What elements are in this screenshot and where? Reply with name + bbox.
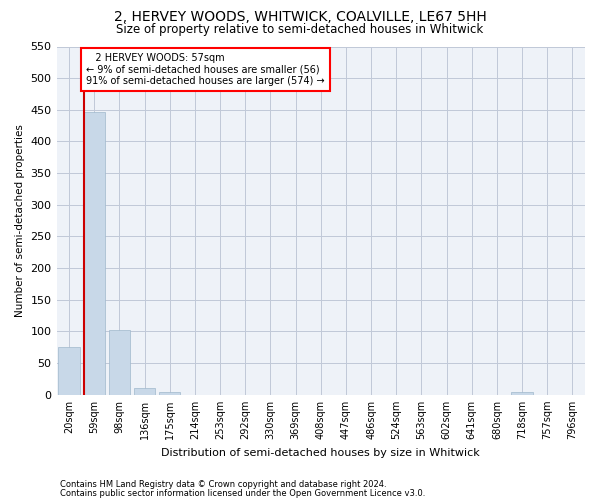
Bar bbox=[511, 392, 533, 395]
Text: Size of property relative to semi-detached houses in Whitwick: Size of property relative to semi-detach… bbox=[116, 22, 484, 36]
Text: Contains HM Land Registry data © Crown copyright and database right 2024.: Contains HM Land Registry data © Crown c… bbox=[60, 480, 386, 489]
Text: Contains public sector information licensed under the Open Government Licence v3: Contains public sector information licen… bbox=[60, 488, 425, 498]
Bar bbox=[109, 330, 130, 395]
Bar bbox=[58, 348, 80, 395]
Text: 2, HERVEY WOODS, WHITWICK, COALVILLE, LE67 5HH: 2, HERVEY WOODS, WHITWICK, COALVILLE, LE… bbox=[113, 10, 487, 24]
Text: 2 HERVEY WOODS: 57sqm
← 9% of semi-detached houses are smaller (56)
91% of semi-: 2 HERVEY WOODS: 57sqm ← 9% of semi-detac… bbox=[86, 53, 325, 86]
Bar bbox=[134, 388, 155, 395]
Bar bbox=[159, 392, 181, 395]
X-axis label: Distribution of semi-detached houses by size in Whitwick: Distribution of semi-detached houses by … bbox=[161, 448, 480, 458]
Bar bbox=[83, 112, 105, 395]
Y-axis label: Number of semi-detached properties: Number of semi-detached properties bbox=[15, 124, 25, 317]
